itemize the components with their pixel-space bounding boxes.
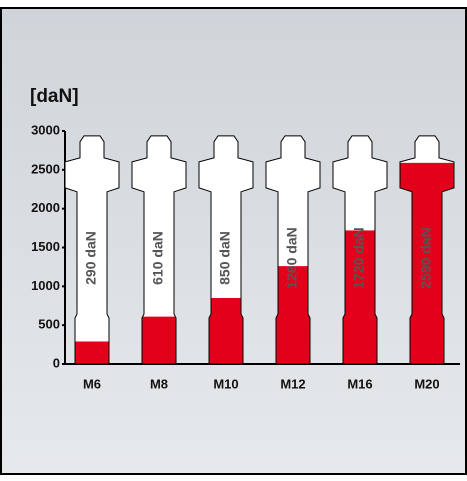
chart-title: [daN] — [30, 86, 79, 107]
bolt-outline — [131, 135, 187, 365]
bolt-outline — [399, 135, 455, 365]
bolt-outline — [332, 135, 388, 365]
bolt-outline — [265, 135, 321, 365]
value-label: 290 daN — [83, 231, 99, 285]
y-tick-label: 3000 — [31, 122, 60, 137]
y-tick-label: 1500 — [31, 239, 60, 254]
value-label: 1720 daN — [351, 227, 367, 288]
value-label: 610 daN — [150, 231, 166, 285]
value-label: 1260 daN — [284, 227, 300, 288]
bar — [65, 341, 119, 364]
x-tick-label: M6 — [83, 376, 101, 391]
bolt — [65, 135, 119, 364]
y-tick-label: 1000 — [31, 278, 60, 293]
x-tick-label: M20 — [414, 376, 439, 391]
x-tick-label: M12 — [280, 376, 305, 391]
y-tick-label: 0 — [53, 355, 60, 370]
x-tick-label: M16 — [347, 376, 372, 391]
y-tick-label: 500 — [38, 317, 60, 332]
x-tick-label: M10 — [213, 376, 238, 391]
bolt-outline — [64, 135, 120, 365]
bolt — [132, 135, 186, 364]
y-tick-label: 2500 — [31, 161, 60, 176]
bolt-outline — [198, 135, 254, 365]
x-tick-label: M8 — [150, 376, 168, 391]
value-label: 2590 daN — [418, 227, 434, 288]
y-tick-label: 2000 — [31, 200, 60, 215]
value-label: 850 daN — [217, 231, 233, 285]
